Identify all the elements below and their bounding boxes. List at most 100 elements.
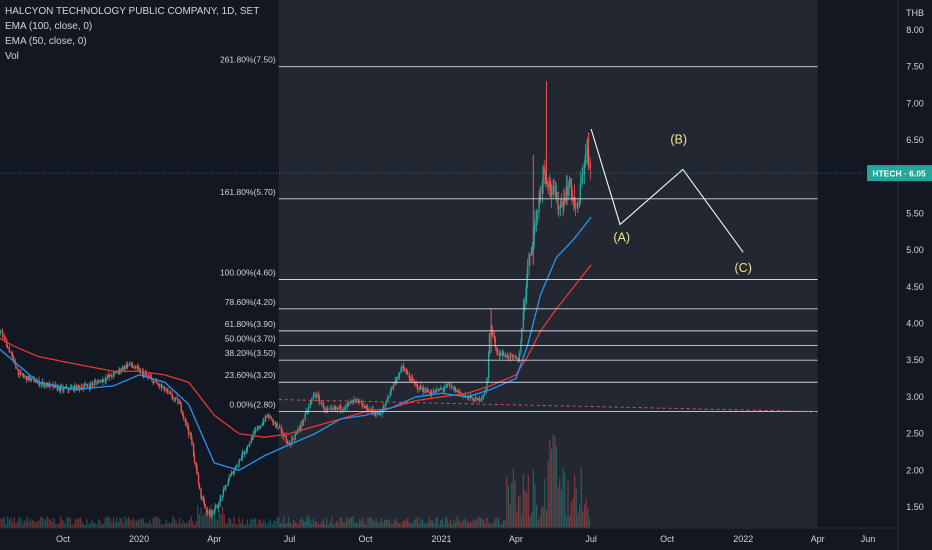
volume-bar (564, 472, 566, 528)
candle-body (560, 201, 563, 206)
candle-body (501, 353, 503, 356)
volume-bar (15, 523, 17, 528)
candle-body (544, 166, 546, 175)
volume-bar (253, 518, 255, 528)
candle-body (285, 435, 287, 441)
candle-body (78, 386, 81, 389)
candle-body (119, 369, 121, 372)
legend-ema50[interactable]: EMA (50, close, 0) (5, 36, 87, 47)
candle-body (249, 443, 251, 445)
candle-body (398, 372, 401, 377)
volume-bar (46, 516, 48, 528)
candle-body (446, 384, 449, 386)
candle-body (68, 389, 70, 391)
volume-bar (545, 510, 548, 528)
candle-body (245, 449, 248, 452)
candle-body (95, 381, 97, 383)
wave-label: (A) (613, 230, 630, 244)
volume-bar (258, 519, 260, 528)
candle-body (108, 374, 111, 377)
volume-bar (20, 518, 22, 528)
volume-bar (43, 519, 45, 528)
candle-body (341, 409, 344, 410)
volume-bar (236, 524, 239, 528)
volume-bar (574, 474, 576, 528)
candle-body (534, 219, 536, 230)
volume-bar (496, 517, 498, 528)
volume-bar (410, 523, 412, 528)
candle-body (216, 505, 219, 509)
volume-bar (284, 524, 286, 528)
volume-bar (582, 511, 584, 528)
candle-body (494, 339, 496, 348)
volume-bar (68, 517, 70, 528)
candle-body (25, 376, 27, 378)
candle-body (342, 409, 344, 410)
volume-bar (365, 524, 367, 528)
candle-body (312, 395, 315, 399)
candle-body (268, 414, 270, 419)
volume-bar (228, 517, 230, 528)
volume-bar (149, 519, 151, 528)
volume-bar (53, 517, 55, 528)
candle-body (307, 407, 310, 412)
candle-body (411, 378, 414, 381)
candle-body (105, 377, 107, 381)
candle-body (442, 388, 444, 390)
candle-body (45, 384, 48, 387)
candle-body (238, 460, 240, 465)
candle-body (62, 387, 64, 391)
candle-body (459, 391, 462, 394)
candle-body (374, 412, 377, 415)
volume-bar (26, 516, 29, 528)
candle-body (488, 333, 491, 355)
legend-symbol[interactable]: HALCYON TECHNOLOGY PUBLIC COMPANY, 1D, S… (5, 6, 260, 17)
volume-bar (488, 522, 490, 528)
candle-body (201, 496, 203, 498)
volume-bar (99, 520, 101, 528)
candle-body (349, 401, 352, 403)
volume-bar (135, 520, 138, 528)
candle-body (244, 451, 246, 454)
candle-body (288, 442, 291, 444)
candle-body (454, 387, 457, 393)
candle-body (180, 403, 182, 412)
legend-vol[interactable]: Vol (5, 51, 19, 62)
volume-bar (481, 519, 483, 528)
volume-bar (321, 521, 323, 528)
candle-body (102, 379, 104, 383)
candle-body (254, 431, 256, 434)
volume-bar (352, 516, 354, 528)
candle-body (155, 380, 158, 383)
candle-body (329, 408, 331, 409)
candle-body (159, 384, 161, 386)
volume-bar (454, 522, 457, 528)
volume-bar (248, 523, 250, 528)
candle-body (251, 437, 253, 440)
volume-bar (483, 519, 485, 528)
candle-body (462, 394, 464, 397)
candle-body (526, 266, 529, 283)
candle-body (445, 384, 448, 388)
volume-bar (8, 519, 10, 528)
candle-body (361, 403, 363, 407)
candle-body (444, 387, 446, 389)
candle-body (93, 382, 96, 385)
volume-bar (230, 518, 232, 528)
volume-bar (464, 517, 467, 528)
legend-ema100[interactable]: EMA (100, close, 0) (5, 21, 93, 32)
y-tick-label: 5.50 (906, 208, 924, 218)
candle-body (293, 438, 296, 440)
candle-body (563, 198, 566, 202)
candle-body (28, 375, 30, 381)
candle-body (129, 362, 131, 364)
candle-body (309, 404, 311, 408)
y-tick-label: 2.50 (906, 429, 924, 439)
volume-bar (575, 488, 577, 528)
volume-bar (167, 523, 169, 528)
candle-body (546, 181, 549, 186)
candle-body (148, 376, 150, 378)
volume-bar (529, 516, 531, 528)
candle-body (185, 422, 187, 423)
